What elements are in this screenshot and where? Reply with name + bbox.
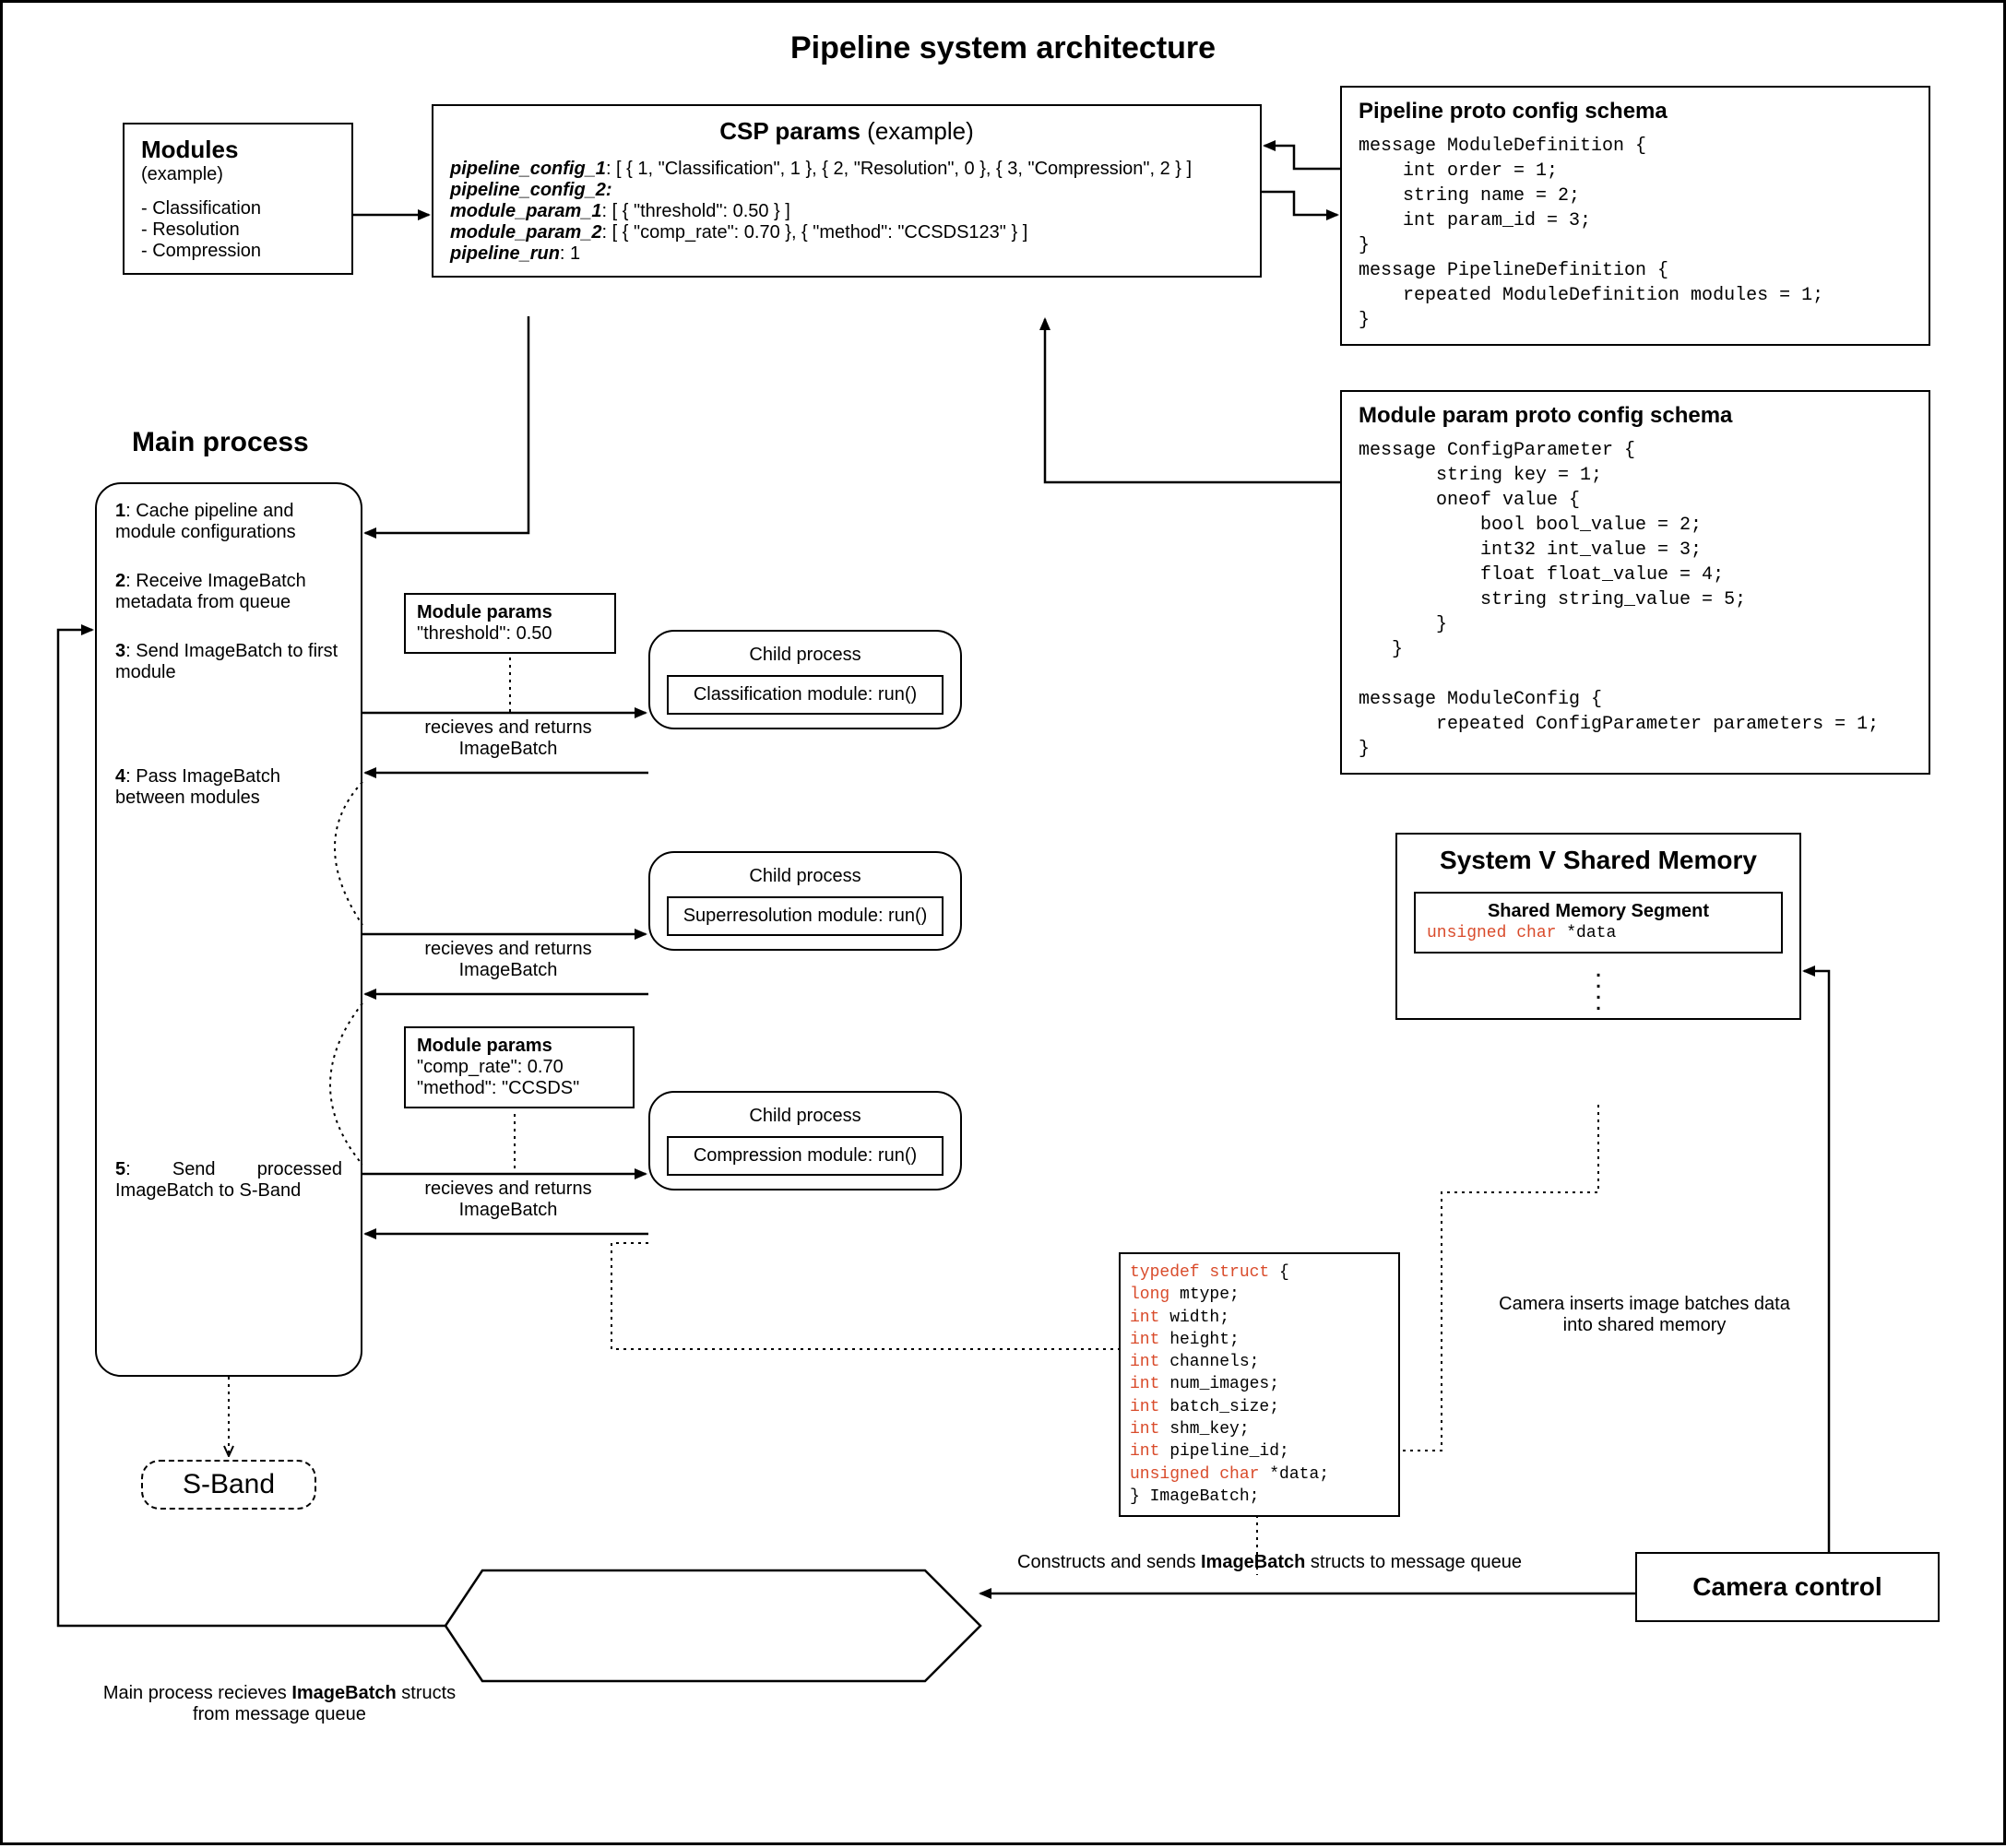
mp2-title: Module params [417, 1036, 552, 1056]
main-process-box: 1: Cache pipeline and module configurati… [95, 482, 362, 1377]
csp-l3k: module_param_1 [450, 201, 602, 221]
csp-title: CSP params [719, 117, 861, 145]
csp-l2k: pipeline_config_2: [450, 180, 612, 200]
child2-label: Child process [667, 866, 944, 887]
csp-l4v: : [ { "comp_rate": 0.70 }, { "method": "… [602, 222, 1028, 243]
csp-l5v: : 1 [560, 243, 580, 264]
csp-l1k: pipeline_config_1 [450, 159, 606, 179]
mp1-line: "threshold": 0.50 [417, 623, 603, 645]
module-schema-title: Module param proto config schema [1359, 403, 1732, 428]
module-params-1-box: Module params "threshold": 0.50 [404, 593, 616, 654]
rr-label-3: recieves and returns ImageBatch [379, 1179, 637, 1221]
modules-subtitle: (example) [141, 164, 335, 185]
main-process-title: Main process [132, 427, 309, 457]
rr-label-2: recieves and returns ImageBatch [379, 939, 637, 981]
shared-mem-dots: .... [1414, 963, 1783, 1007]
seg-code-post: *data [1566, 924, 1616, 942]
seg-code-pre: unsigned char [1427, 924, 1566, 942]
modules-box: Modules (example) - Classification - Res… [123, 123, 353, 275]
mp2-l1: "comp_rate": 0.70 [417, 1057, 622, 1078]
modules-title: Modules [141, 136, 238, 163]
shared-mem-title: System V Shared Memory [1440, 846, 1757, 874]
step3: : Send ImageBatch to first module [115, 641, 338, 682]
camera-control-label: Camera control [1692, 1572, 1881, 1601]
step1: : Cache pipeline and module configuratio… [115, 501, 296, 542]
rr-label-1: recieves and returns ImageBatch [379, 717, 637, 760]
camera-control-box: Camera control [1635, 1552, 1940, 1622]
step4-n: 4 [115, 766, 125, 787]
step3-n: 3 [115, 641, 125, 661]
csp-l1v: : [ { 1, "Classification", 1 }, { 2, "Re… [606, 159, 1192, 179]
module-params-2-box: Module params "comp_rate": 0.70 "method"… [404, 1026, 635, 1108]
mp1-title: Module params [417, 602, 552, 622]
child3-inner: Compression module: run() [667, 1136, 944, 1176]
child1-inner: Classification module: run() [667, 675, 944, 715]
modules-item-2: - Compression [141, 241, 335, 262]
queue-out-label: Main process recieves ImageBatch structs… [95, 1683, 464, 1725]
step2: : Receive ImageBatch metadata from queue [115, 571, 306, 612]
message-queue-label: System V Message Queue [487, 1612, 838, 1646]
shared-memory-box: System V Shared Memory Shared Memory Seg… [1395, 833, 1801, 1020]
pipeline-schema-code: message ModuleDefinition { int order = 1… [1359, 134, 1912, 333]
pipeline-schema-box: Pipeline proto config schema message Mod… [1340, 86, 1930, 346]
sband-box: S-Band [141, 1460, 316, 1510]
step5-n: 5 [115, 1159, 125, 1179]
step2-n: 2 [115, 571, 125, 591]
modules-item-1: - Resolution [141, 219, 335, 241]
step4: : Pass ImageBatch between modules [115, 766, 280, 808]
step1-n: 1 [115, 501, 125, 521]
csp-params-box: CSP params (example) pipeline_config_1: … [432, 104, 1262, 278]
child-process-3-box: Child process Compression module: run() [648, 1091, 962, 1191]
shared-mem-segment: Shared Memory Segment unsigned char *dat… [1414, 892, 1783, 954]
diagram-title: Pipeline system architecture [3, 30, 2003, 66]
csp-l4k: module_param_2 [450, 222, 602, 243]
mp2-l2: "method": "CCSDS" [417, 1078, 622, 1099]
csp-l5k: pipeline_run [450, 243, 560, 264]
queue-in-label: Constructs and sends ImageBatch structs … [1017, 1552, 1608, 1573]
module-schema-code: message ConfigParameter { string key = 1… [1359, 438, 1912, 762]
child1-label: Child process [667, 645, 944, 666]
step5: : Send processed ImageBatch to S-Band [115, 1159, 342, 1201]
child3-label: Child process [667, 1106, 944, 1127]
module-schema-box: Module param proto config schema message… [1340, 390, 1930, 775]
csp-subtitle: (example) [867, 117, 974, 145]
child-process-2-box: Child process Superresolution module: ru… [648, 851, 962, 951]
pipeline-schema-title: Pipeline proto config schema [1359, 99, 1668, 124]
diagram-canvas: Pipeline system architecture Modules (ex… [0, 0, 2006, 1845]
imagebatch-struct-box: typedef struct {long mtype;int width;int… [1119, 1252, 1400, 1517]
modules-item-0: - Classification [141, 198, 335, 219]
camera-note: Camera inserts image batches data into s… [1497, 1294, 1792, 1336]
child2-inner: Superresolution module: run() [667, 896, 944, 936]
csp-l3v: : [ { "threshold": 0.50 } ] [602, 201, 790, 221]
child-process-1-box: Child process Classification module: run… [648, 630, 962, 729]
seg-title: Shared Memory Segment [1488, 901, 1709, 921]
